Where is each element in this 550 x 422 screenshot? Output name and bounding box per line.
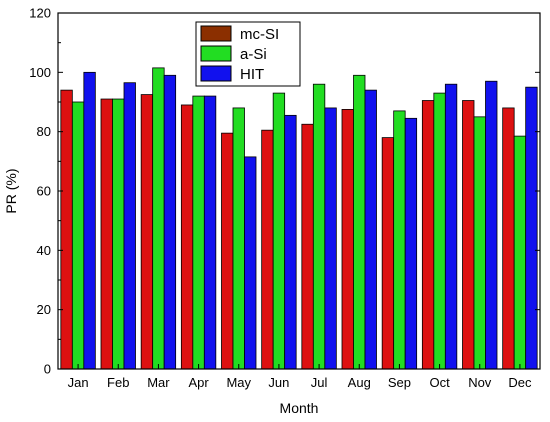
bar-mc-si-sep [381, 137, 395, 370]
bar-a-si-mar [152, 67, 165, 370]
y-tick-label: 120 [29, 6, 51, 21]
bar-hit-sep [404, 117, 418, 370]
bars-layer [60, 67, 538, 370]
bar-mc-si-jun [261, 129, 274, 370]
bar-mc-si-dec [502, 107, 515, 370]
bar-a-si-feb [112, 98, 125, 370]
bar-hit-oct [444, 83, 458, 370]
x-tick-label-oct: Oct [429, 375, 450, 390]
bar-hit-may [244, 156, 257, 370]
bar-a-si-nov [473, 116, 486, 370]
bar-hit-nov [485, 80, 498, 370]
bar-hit-mar [163, 74, 177, 370]
y-tick-label: 100 [29, 65, 51, 80]
bar-hit-jul [324, 107, 337, 370]
bar-mc-si-aug [341, 109, 354, 370]
bar-a-si-oct [433, 92, 446, 370]
bar-hit-dec [525, 86, 538, 370]
y-axis: 0 20 40 60 80 100 120 [29, 6, 540, 377]
bar-mc-si-apr [180, 104, 194, 370]
y-tick-label: 20 [37, 302, 51, 317]
legend-swatch-a-si [200, 45, 232, 62]
x-tick-label-aug: Aug [348, 375, 371, 390]
x-axis: Jan Feb Mar Apr May Jun Jul Aug Sep Oct Nov Dec [68, 364, 532, 390]
legend-label-a-si: a-Si [240, 46, 267, 63]
bar-mc-si-mar [140, 94, 154, 370]
bar-mc-si-nov [462, 100, 475, 370]
x-tick-label-may: May [226, 375, 251, 390]
bar-a-si-aug [353, 74, 366, 370]
x-axis-title: Month [280, 400, 319, 416]
bar-hit-aug [364, 89, 377, 370]
x-tick-label-dec: Dec [508, 375, 532, 390]
x-tick-label-jul: Jul [311, 375, 328, 390]
bar-a-si-jun [272, 92, 286, 370]
y-tick-label: 0 [44, 362, 51, 377]
x-tick-label-mar: Mar [147, 375, 170, 390]
bar-hit-jun [284, 114, 297, 370]
bar-mc-si-feb [100, 98, 113, 370]
x-tick-label-nov: Nov [468, 375, 492, 390]
x-tick-label-jan: Jan [68, 375, 89, 390]
bar-a-si-jan [71, 101, 85, 370]
bar-mc-si-may [221, 132, 234, 370]
x-tick-label-apr: Apr [188, 375, 209, 390]
y-tick-label: 40 [37, 243, 51, 258]
y-tick-label: 60 [37, 184, 51, 199]
legend: mc-SI a-Si HIT [195, 21, 301, 87]
bar-a-si-jul [312, 83, 326, 370]
bar-hit-jan [83, 71, 96, 370]
bar-a-si-dec [513, 135, 527, 370]
bar-a-si-apr [192, 95, 205, 370]
bar-hit-feb [123, 82, 136, 370]
bar-mc-si-oct [421, 100, 435, 370]
y-axis-title: PR (%) [3, 168, 19, 213]
x-tick-label-jun: Jun [268, 375, 289, 390]
y-tick-label: 80 [37, 124, 51, 139]
legend-label-hit: HIT [240, 66, 264, 83]
legend-swatch-hit [200, 65, 232, 82]
legend-swatch-mc-si [200, 25, 232, 42]
bar-a-si-sep [393, 110, 406, 370]
x-tick-label-sep: Sep [388, 375, 411, 390]
x-tick-label-feb: Feb [107, 375, 129, 390]
bar-hit-apr [203, 95, 217, 370]
bar-a-si-may [232, 107, 245, 370]
legend-label-mc-si: mc-SI [240, 26, 279, 43]
bar-mc-si-jul [301, 123, 314, 370]
